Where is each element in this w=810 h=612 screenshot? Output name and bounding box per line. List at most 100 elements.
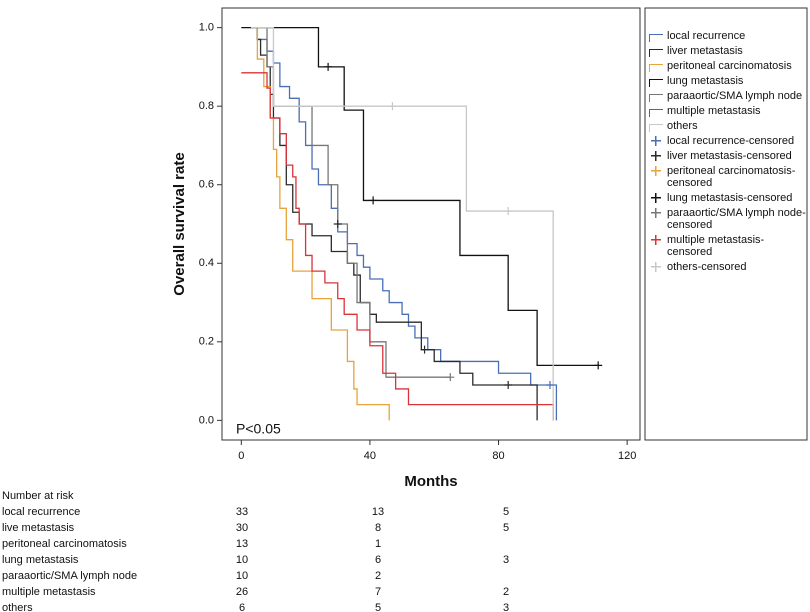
risk-count: 6 bbox=[238, 602, 246, 612]
risk-count: 5 bbox=[502, 522, 510, 534]
legend-label: lung metastasis-censored bbox=[667, 192, 793, 204]
censor-mark bbox=[388, 102, 397, 111]
y-tick-label: 0.6 bbox=[199, 179, 214, 191]
risk-count: 5 bbox=[502, 506, 510, 518]
risk-count: 3 bbox=[502, 554, 510, 566]
plot-frame bbox=[221, 7, 641, 441]
y-axis-label: Overall survival rate bbox=[171, 152, 188, 295]
legend-swatch bbox=[649, 234, 663, 246]
legend-swatch bbox=[649, 34, 663, 42]
legend-label: liver metastasis-censored bbox=[667, 150, 792, 162]
censor-mark bbox=[545, 381, 554, 390]
legend-item: multiple metastasis bbox=[649, 105, 807, 117]
legend-swatch bbox=[649, 49, 663, 57]
legend-label: local recurrence-censored bbox=[667, 135, 795, 147]
censor-mark bbox=[504, 207, 513, 216]
censor-mark bbox=[333, 220, 342, 228]
x-tick-label: 120 bbox=[618, 450, 636, 462]
legend-item: peritoneal carcinomatosis-censored bbox=[649, 165, 807, 189]
legend-item: others bbox=[649, 120, 807, 132]
risk-count: 26 bbox=[235, 586, 249, 598]
legend-swatch bbox=[649, 261, 663, 273]
risk-count: 2 bbox=[374, 570, 382, 582]
legend-item: local recurrence bbox=[649, 30, 807, 42]
legend-label: others bbox=[667, 120, 698, 132]
legend-swatch bbox=[649, 94, 663, 102]
censor-mark bbox=[594, 361, 603, 370]
x-tick-label: 40 bbox=[364, 450, 376, 462]
legend-swatch bbox=[649, 165, 663, 177]
legend-swatch bbox=[649, 150, 663, 162]
legend-swatch bbox=[649, 79, 663, 87]
risk-count: 6 bbox=[374, 554, 382, 566]
risk-row-label: others bbox=[2, 602, 33, 612]
censor-mark bbox=[504, 381, 513, 390]
legend-label: peritoneal carcinomatosis-censored bbox=[667, 165, 796, 189]
risk-count: 3 bbox=[502, 602, 510, 612]
x-axis-label: Months bbox=[404, 473, 457, 490]
legend-frame bbox=[644, 7, 808, 441]
risk-count: 7 bbox=[374, 586, 382, 598]
risk-count: 13 bbox=[371, 506, 385, 518]
risk-count: 30 bbox=[235, 522, 249, 534]
survival-curve bbox=[250, 26, 554, 421]
legend: local recurrence liver metastasis peritone… bbox=[649, 30, 807, 276]
legend-label: multiple metastasis bbox=[667, 105, 761, 117]
risk-count: 13 bbox=[235, 538, 249, 550]
legend-item: others-censored bbox=[649, 261, 807, 273]
legend-item: peritoneal carcinomatosis bbox=[649, 60, 807, 72]
legend-swatch bbox=[649, 192, 663, 204]
y-tick-label: 0.0 bbox=[199, 414, 214, 426]
risk-row-label: multiple metastasis bbox=[2, 586, 96, 598]
legend-swatch bbox=[649, 135, 663, 147]
survival-curve bbox=[241, 26, 599, 367]
legend-label: multiple metastasis-censored bbox=[667, 234, 765, 258]
legend-item: paraaortic/SMA lymph node-censored bbox=[649, 207, 807, 231]
legend-swatch bbox=[649, 64, 663, 72]
legend-item: lung metastasis bbox=[649, 75, 807, 87]
survival-curve bbox=[250, 26, 390, 421]
y-tick-label: 0.8 bbox=[199, 100, 214, 112]
risk-row-label: live metastasis bbox=[2, 522, 75, 534]
survival-curve bbox=[250, 26, 451, 378]
legend-item: liver metastasis bbox=[649, 45, 807, 57]
censor-mark bbox=[446, 373, 455, 382]
risk-count: 2 bbox=[502, 586, 510, 598]
risk-count: 10 bbox=[235, 570, 249, 582]
legend-label: local recurrence bbox=[667, 30, 746, 42]
legend-label: paraaortic/SMA lymph node bbox=[667, 90, 803, 102]
risk-row-label: peritoneal carcinomatosis bbox=[2, 538, 127, 550]
risk-title: Number at risk bbox=[2, 490, 74, 502]
legend-label: others-censored bbox=[667, 261, 747, 273]
risk-row-label: paraaortic/SMA lymph node bbox=[2, 570, 138, 582]
x-tick-label: 80 bbox=[492, 450, 504, 462]
censor-mark bbox=[324, 62, 333, 71]
survival-curve bbox=[250, 26, 558, 421]
risk-count: 5 bbox=[374, 602, 382, 612]
censor-mark bbox=[420, 345, 429, 354]
legend-swatch bbox=[649, 124, 663, 132]
y-tick-label: 0.2 bbox=[199, 336, 214, 348]
legend-item: multiple metastasis-censored bbox=[649, 234, 807, 258]
annotation: P<0.05 bbox=[236, 421, 281, 437]
survival-curve bbox=[241, 72, 554, 421]
risk-count: 1 bbox=[374, 538, 382, 550]
legend-swatch bbox=[649, 109, 663, 117]
risk-count: 10 bbox=[235, 554, 249, 566]
legend-label: peritoneal carcinomatosis bbox=[667, 60, 792, 72]
y-tick-label: 1.0 bbox=[199, 22, 214, 34]
legend-item: lung metastasis-censored bbox=[649, 192, 807, 204]
risk-row-label: local recurrence bbox=[2, 506, 81, 518]
risk-row-label: lung metastasis bbox=[2, 554, 79, 566]
legend-item: liver metastasis-censored bbox=[649, 150, 807, 162]
x-tick-label: 0 bbox=[238, 450, 244, 462]
legend-label: lung metastasis bbox=[667, 75, 744, 87]
legend-swatch bbox=[649, 207, 663, 219]
censor-mark bbox=[369, 196, 378, 205]
risk-count: 33 bbox=[235, 506, 249, 518]
risk-count: 8 bbox=[374, 522, 382, 534]
legend-item: paraaortic/SMA lymph node bbox=[649, 90, 807, 102]
legend-item: local recurrence-censored bbox=[649, 135, 807, 147]
